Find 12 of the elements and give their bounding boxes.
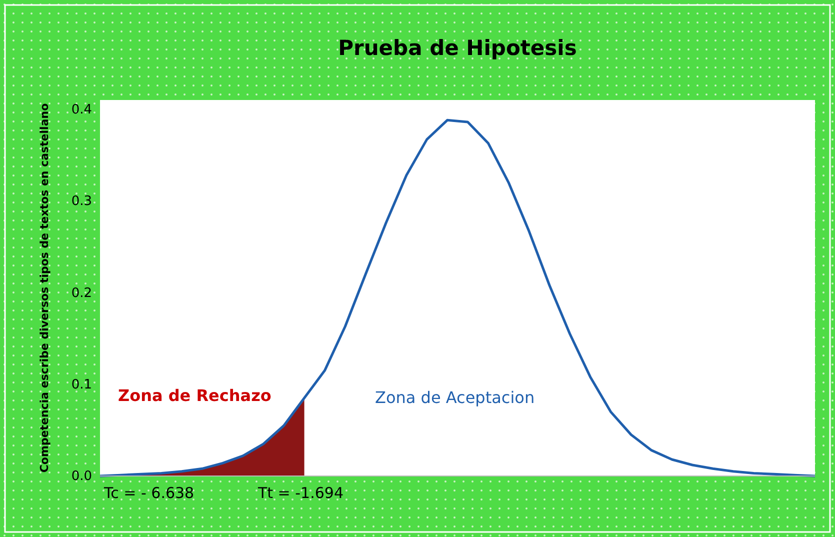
annotation: Zona de Rechazo (118, 386, 272, 405)
y-tick-label: 0.0 (71, 469, 92, 484)
y-tick-label: 0.4 (71, 102, 92, 118)
chart-title: Prueba de Hipotesis (338, 36, 577, 60)
annotation: Zona de Aceptacion (375, 388, 535, 407)
text: Tc = - 6.638 (103, 484, 194, 502)
y-tick-label: 0.1 (71, 377, 92, 392)
y-tick-label: 0.2 (71, 286, 92, 301)
y-tick-label: 0.3 (71, 194, 92, 210)
line-series (98, 118, 816, 478)
text: Tt = -1.694 (257, 484, 344, 502)
y-axis-title: Competencia escribe diversos tipos de textos en castellano (38, 102, 51, 473)
